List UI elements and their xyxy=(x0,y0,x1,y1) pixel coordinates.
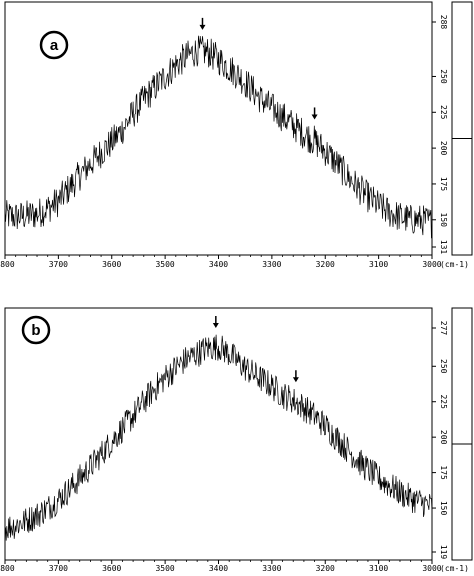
peak-arrow-head xyxy=(212,323,219,328)
y-tick-label: 225 xyxy=(439,394,448,409)
x-tick-label: 3200 xyxy=(316,564,335,572)
chart-panel-a: a 3800 3700 3600 3500 3400 3300 3200 3100 3000(cm… xyxy=(0,1,473,269)
spectrum-series-line xyxy=(4,334,433,541)
y-tick-label: 175 xyxy=(439,465,448,480)
x-tick-label: 3200 xyxy=(316,260,335,269)
x-unit-label: (cm-1) xyxy=(440,564,469,572)
panel-label-circle xyxy=(39,30,69,60)
y-tick-label: 288 xyxy=(439,15,448,30)
y-tick-label: 200 xyxy=(439,141,448,156)
x-unit-label: (cm-1) xyxy=(440,260,469,269)
y-tick-label: 175 xyxy=(439,177,448,192)
y-tick-label: 250 xyxy=(439,69,448,84)
side-scale-box xyxy=(451,307,473,561)
side-scale-box xyxy=(451,1,473,256)
x-tick-label: 3000 xyxy=(422,260,441,269)
x-tick-label: 3600 xyxy=(102,564,121,572)
chart-panel-b: b 3800 3700 3600 3500 3400 3300 3200 3100 3000(cm… xyxy=(0,307,473,573)
panel-label: b xyxy=(31,322,40,339)
spectrum-series-line xyxy=(4,35,433,239)
y-tick-label: 119 xyxy=(439,545,448,560)
y-tick-label: 150 xyxy=(439,213,448,228)
x-tick-label: 3100 xyxy=(369,260,388,269)
x-tick-label: 3800 xyxy=(0,564,15,572)
x-tick-label: 3500 xyxy=(155,260,174,269)
panel-label-circle xyxy=(21,315,51,345)
peak-arrow-head xyxy=(311,114,318,120)
x-tick-label: 3300 xyxy=(262,260,281,269)
peak-arrow-head xyxy=(292,377,299,383)
x-tick-label: 3600 xyxy=(102,260,121,269)
y-tick-label: 250 xyxy=(439,359,448,374)
x-tick-label: 3400 xyxy=(209,260,228,269)
x-tick-label: 3500 xyxy=(155,564,174,572)
y-tick-label: 150 xyxy=(439,501,448,516)
x-tick-label: 3800 xyxy=(0,260,15,269)
plot-frame xyxy=(4,1,433,256)
y-tick-label: 225 xyxy=(439,105,448,120)
x-tick-label: 3300 xyxy=(262,564,281,572)
x-tick-label: 3000 xyxy=(422,564,441,572)
x-tick-label: 3100 xyxy=(369,564,388,572)
y-tick-label: 277 xyxy=(439,321,448,336)
peak-arrow-head xyxy=(199,24,206,30)
panel-label: a xyxy=(50,37,59,54)
y-tick-label: 200 xyxy=(439,430,448,445)
y-tick-label: 131 xyxy=(439,240,448,255)
x-tick-label: 3400 xyxy=(209,564,228,572)
x-tick-label: 3700 xyxy=(49,564,68,572)
x-tick-label: 3700 xyxy=(49,260,68,269)
